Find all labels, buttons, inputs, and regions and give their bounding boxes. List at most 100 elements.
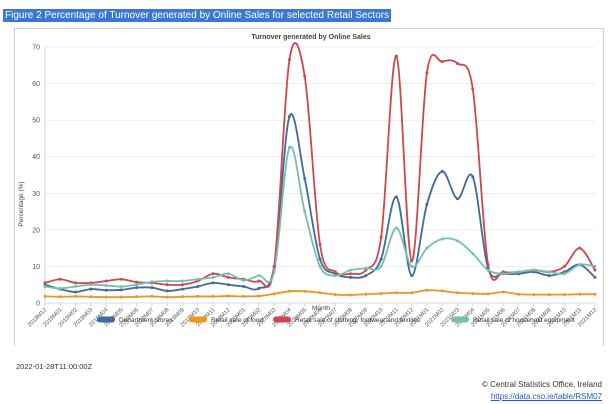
data-point[interactable] bbox=[119, 277, 123, 281]
data-point[interactable] bbox=[303, 177, 307, 181]
source-link[interactable]: https://data.cso.ie/table/RSM07 bbox=[490, 392, 602, 401]
legend-label[interactable]: Retail sale of clothing, footwear and te… bbox=[295, 317, 421, 324]
data-point[interactable] bbox=[547, 270, 551, 274]
data-point[interactable] bbox=[486, 292, 490, 296]
data-point[interactable] bbox=[226, 272, 230, 276]
data-point[interactable] bbox=[440, 289, 444, 293]
data-point[interactable] bbox=[287, 58, 291, 62]
data-point[interactable] bbox=[440, 237, 444, 241]
data-point[interactable] bbox=[349, 293, 353, 297]
data-point[interactable] bbox=[364, 274, 368, 278]
data-point[interactable] bbox=[135, 280, 139, 284]
data-point[interactable] bbox=[318, 264, 322, 268]
data-point[interactable] bbox=[394, 195, 398, 199]
data-point[interactable] bbox=[43, 294, 47, 298]
data-point[interactable] bbox=[456, 197, 459, 201]
data-point[interactable] bbox=[379, 264, 383, 268]
data-point[interactable] bbox=[272, 270, 276, 274]
data-point[interactable] bbox=[165, 295, 169, 299]
data-point[interactable] bbox=[578, 263, 582, 267]
data-point[interactable] bbox=[471, 87, 475, 91]
data-point[interactable] bbox=[287, 114, 291, 118]
data-point[interactable] bbox=[150, 286, 154, 290]
data-point[interactable] bbox=[287, 289, 291, 293]
data-point[interactable] bbox=[89, 287, 93, 291]
data-point[interactable] bbox=[547, 274, 551, 278]
data-point[interactable] bbox=[471, 291, 475, 295]
data-point[interactable] bbox=[379, 235, 383, 239]
data-point[interactable] bbox=[104, 279, 108, 283]
data-point[interactable] bbox=[165, 289, 169, 293]
data-point[interactable] bbox=[242, 294, 246, 298]
data-point[interactable] bbox=[165, 279, 169, 283]
data-point[interactable] bbox=[333, 270, 337, 274]
data-point[interactable] bbox=[287, 146, 291, 150]
data-point[interactable] bbox=[242, 278, 246, 282]
data-point[interactable] bbox=[486, 263, 490, 267]
data-point[interactable] bbox=[593, 292, 597, 296]
data-point[interactable] bbox=[517, 270, 521, 274]
data-point[interactable] bbox=[43, 281, 47, 285]
data-point[interactable] bbox=[181, 295, 184, 299]
data-point[interactable] bbox=[43, 285, 47, 289]
data-point[interactable] bbox=[562, 264, 566, 268]
data-point[interactable] bbox=[242, 285, 246, 289]
data-point[interactable] bbox=[58, 295, 62, 299]
data-point[interactable] bbox=[440, 169, 444, 173]
data-point[interactable] bbox=[257, 286, 261, 290]
data-point[interactable] bbox=[211, 281, 215, 285]
data-point[interactable] bbox=[394, 226, 398, 230]
data-point[interactable] bbox=[379, 257, 383, 261]
data-point[interactable] bbox=[303, 74, 307, 78]
data-point[interactable] bbox=[58, 277, 62, 281]
data-point[interactable] bbox=[532, 268, 536, 272]
data-point[interactable] bbox=[364, 292, 368, 296]
data-point[interactable] bbox=[272, 292, 276, 296]
data-point[interactable] bbox=[333, 274, 337, 278]
data-point[interactable] bbox=[471, 252, 475, 256]
data-point[interactable] bbox=[578, 246, 582, 250]
data-point[interactable] bbox=[333, 293, 337, 297]
data-point[interactable] bbox=[257, 279, 261, 283]
data-point[interactable] bbox=[593, 268, 597, 272]
data-point[interactable] bbox=[471, 175, 475, 179]
data-point[interactable] bbox=[119, 285, 123, 289]
data-point[interactable] bbox=[181, 283, 184, 287]
legend-label[interactable]: Retail sale of household equipment bbox=[473, 317, 575, 324]
data-point[interactable] bbox=[410, 259, 414, 263]
data-point[interactable] bbox=[303, 289, 307, 293]
data-point[interactable] bbox=[394, 54, 398, 58]
data-point[interactable] bbox=[349, 272, 353, 276]
data-point[interactable] bbox=[410, 264, 414, 268]
data-point[interactable] bbox=[517, 292, 521, 296]
data-point[interactable] bbox=[74, 294, 78, 298]
data-point[interactable] bbox=[425, 202, 429, 206]
data-point[interactable] bbox=[578, 292, 582, 296]
data-point[interactable] bbox=[257, 294, 261, 298]
data-point[interactable] bbox=[104, 295, 108, 299]
data-point[interactable] bbox=[318, 291, 322, 295]
data-point[interactable] bbox=[486, 268, 490, 272]
data-point[interactable] bbox=[119, 288, 123, 292]
data-point[interactable] bbox=[211, 294, 215, 298]
data-point[interactable] bbox=[181, 287, 184, 291]
data-point[interactable] bbox=[394, 291, 398, 295]
data-point[interactable] bbox=[135, 286, 139, 290]
data-point[interactable] bbox=[425, 246, 429, 250]
data-point[interactable] bbox=[165, 283, 169, 287]
data-point[interactable] bbox=[89, 295, 93, 299]
data-point[interactable] bbox=[410, 274, 414, 278]
data-point[interactable] bbox=[74, 290, 78, 294]
data-point[interactable] bbox=[410, 291, 414, 295]
data-point[interactable] bbox=[104, 283, 108, 287]
data-point[interactable] bbox=[456, 61, 459, 65]
data-point[interactable] bbox=[74, 285, 78, 289]
data-point[interactable] bbox=[349, 268, 353, 272]
data-point[interactable] bbox=[150, 294, 154, 298]
data-point[interactable] bbox=[257, 274, 261, 278]
data-point[interactable] bbox=[303, 210, 307, 214]
data-point[interactable] bbox=[196, 285, 200, 289]
data-point[interactable] bbox=[196, 294, 200, 298]
data-point[interactable] bbox=[364, 266, 368, 270]
data-point[interactable] bbox=[226, 275, 230, 279]
